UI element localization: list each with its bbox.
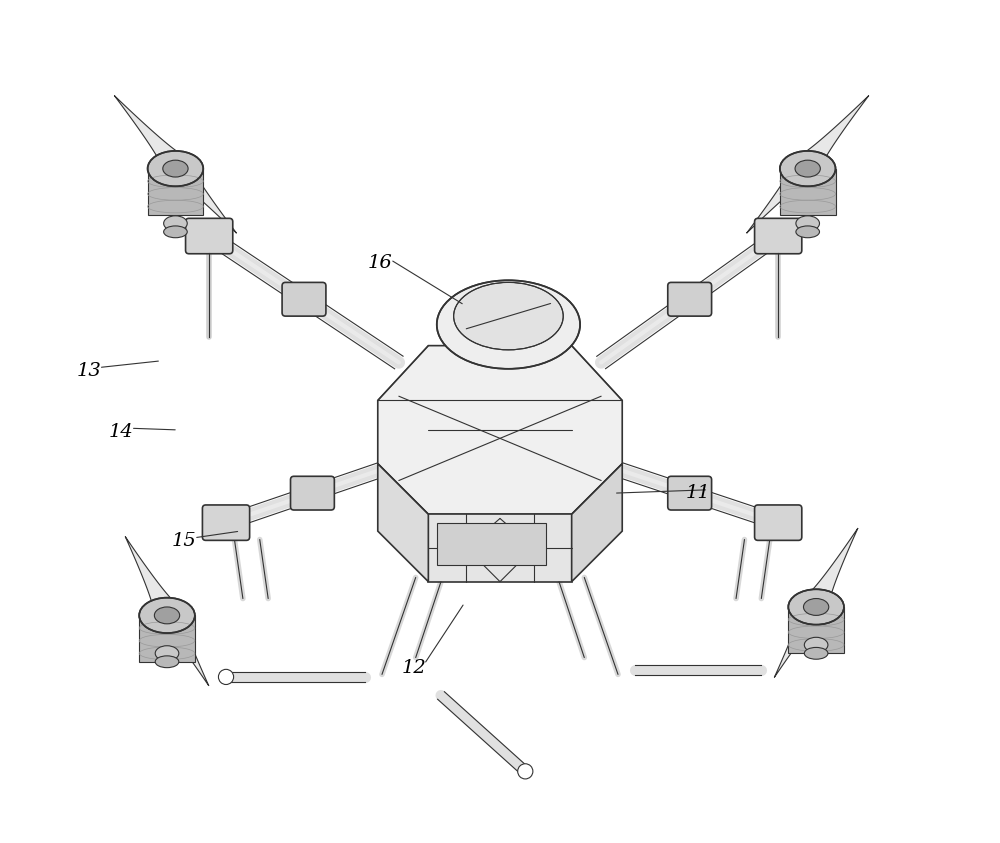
- Ellipse shape: [788, 589, 844, 625]
- Polygon shape: [153, 606, 209, 686]
- Text: 12: 12: [402, 658, 426, 677]
- Polygon shape: [795, 95, 869, 172]
- Ellipse shape: [795, 160, 820, 177]
- Ellipse shape: [155, 646, 179, 661]
- FancyBboxPatch shape: [202, 505, 250, 540]
- FancyBboxPatch shape: [668, 476, 712, 510]
- FancyBboxPatch shape: [291, 476, 334, 510]
- Polygon shape: [148, 169, 203, 215]
- Text: 15: 15: [172, 532, 196, 550]
- Polygon shape: [437, 523, 546, 565]
- Text: 14: 14: [108, 422, 133, 441]
- Ellipse shape: [163, 160, 188, 177]
- Polygon shape: [114, 95, 189, 172]
- FancyBboxPatch shape: [668, 282, 712, 316]
- Ellipse shape: [164, 226, 187, 238]
- Ellipse shape: [139, 598, 195, 633]
- Polygon shape: [125, 536, 181, 616]
- Text: 13: 13: [76, 362, 101, 380]
- Polygon shape: [780, 169, 836, 215]
- Ellipse shape: [780, 151, 836, 186]
- Ellipse shape: [164, 216, 187, 231]
- Ellipse shape: [155, 656, 179, 668]
- Ellipse shape: [454, 282, 563, 350]
- FancyBboxPatch shape: [186, 218, 233, 254]
- Polygon shape: [788, 607, 844, 653]
- Text: 16: 16: [368, 254, 393, 272]
- Ellipse shape: [218, 669, 234, 685]
- Polygon shape: [802, 528, 858, 608]
- Polygon shape: [572, 464, 622, 582]
- Polygon shape: [378, 464, 428, 582]
- Ellipse shape: [804, 637, 828, 652]
- Ellipse shape: [796, 216, 819, 231]
- FancyBboxPatch shape: [282, 282, 326, 316]
- Ellipse shape: [796, 226, 819, 238]
- Polygon shape: [162, 157, 237, 234]
- Polygon shape: [428, 514, 572, 582]
- Ellipse shape: [803, 599, 829, 615]
- Polygon shape: [378, 346, 622, 514]
- Ellipse shape: [154, 607, 180, 624]
- Text: 11: 11: [686, 484, 710, 502]
- Polygon shape: [139, 615, 195, 662]
- FancyBboxPatch shape: [755, 505, 802, 540]
- Ellipse shape: [804, 647, 828, 659]
- Polygon shape: [774, 598, 830, 678]
- FancyBboxPatch shape: [755, 218, 802, 254]
- Ellipse shape: [437, 281, 580, 369]
- Polygon shape: [747, 157, 821, 234]
- Ellipse shape: [518, 764, 533, 779]
- Ellipse shape: [148, 151, 203, 186]
